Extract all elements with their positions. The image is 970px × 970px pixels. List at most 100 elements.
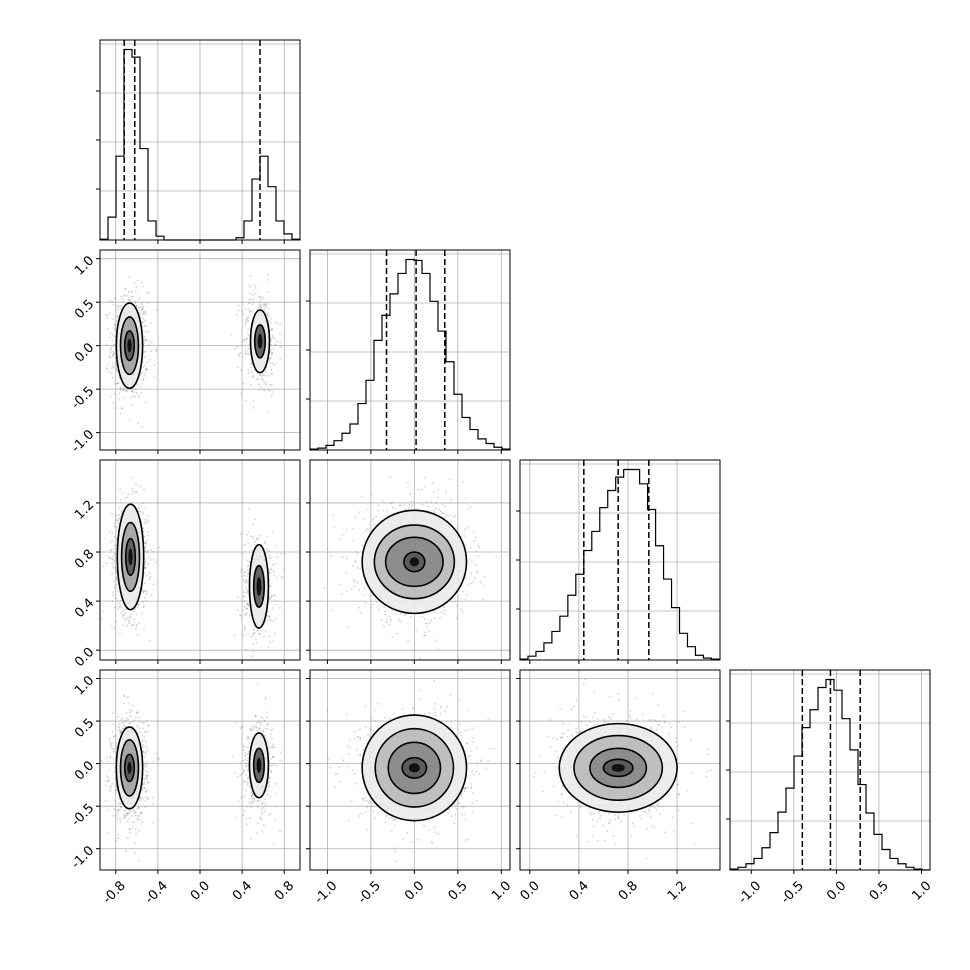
scatter-point	[121, 407, 123, 410]
density-peak-1	[256, 757, 262, 773]
scatter-point	[423, 485, 426, 488]
scatter-point	[131, 624, 133, 627]
scatter-point	[247, 316, 250, 319]
scatter-point	[132, 808, 135, 810]
scatter-point	[122, 389, 125, 392]
scatter-point	[129, 617, 132, 620]
scatter-point	[245, 762, 248, 765]
scatter-point	[105, 757, 108, 760]
scatter-point	[272, 743, 274, 746]
scatter-point	[130, 810, 133, 812]
scatter-point	[465, 497, 468, 500]
scatter-point	[135, 625, 138, 627]
scatter-point	[107, 364, 110, 366]
scatter-point	[271, 372, 274, 375]
scatter-point	[146, 551, 148, 554]
scatter-point	[130, 614, 132, 616]
scatter-point	[136, 422, 139, 425]
scatter-point	[275, 340, 278, 343]
scatter-point	[245, 607, 248, 610]
scatter-point	[145, 542, 148, 545]
scatter-point	[152, 760, 155, 763]
scatter-point	[359, 736, 362, 739]
scatter-point	[109, 372, 112, 375]
scatter-point	[111, 730, 114, 733]
scatter-point	[137, 814, 140, 817]
scatter-point	[147, 531, 149, 533]
scatter-point	[247, 372, 250, 374]
scatter-point	[251, 655, 253, 657]
scatter-point	[276, 556, 278, 558]
scatter-point	[268, 557, 270, 559]
scatter-point	[433, 509, 435, 512]
scatter-point	[236, 608, 239, 611]
scatter-point	[155, 560, 158, 563]
scatter-point	[247, 603, 250, 606]
scatter-point	[119, 817, 121, 820]
scatter-point	[407, 481, 409, 484]
scatter-point	[255, 537, 258, 539]
scatter-point	[246, 591, 248, 594]
scatter-point	[136, 724, 139, 727]
density-panel-p1-p2	[99, 249, 301, 451]
scatter-point	[256, 377, 259, 380]
scatter-point	[120, 509, 123, 512]
scatter-point	[255, 638, 257, 641]
scatter-point	[241, 310, 243, 312]
scatter-point	[251, 549, 254, 552]
scatter-point	[268, 615, 271, 618]
scatter-point	[139, 813, 142, 815]
scatter-point	[264, 306, 267, 309]
scatter-point	[245, 613, 248, 616]
scatter-point	[399, 620, 402, 623]
scatter-point	[351, 527, 354, 530]
scatter-point	[267, 291, 269, 293]
scatter-point	[409, 616, 412, 618]
scatter-point	[243, 770, 245, 773]
scatter-point	[114, 734, 116, 737]
scatter-point	[358, 754, 361, 756]
scatter-point	[429, 621, 431, 624]
scatter-point	[247, 781, 249, 784]
scatter-point	[122, 724, 125, 727]
scatter-point	[418, 488, 420, 491]
scatter-point	[129, 709, 131, 711]
scatter-point	[463, 528, 466, 531]
scatter-point	[135, 304, 138, 307]
scatter-point	[254, 540, 257, 543]
scatter-point	[272, 530, 274, 533]
scatter-point	[475, 550, 477, 553]
scatter-point	[138, 720, 141, 723]
scatter-point	[271, 335, 274, 337]
scatter-point	[147, 534, 150, 537]
scatter-point	[141, 789, 144, 792]
scatter-point	[141, 722, 144, 724]
scatter-point	[138, 731, 141, 734]
scatter-point	[273, 363, 276, 366]
scatter-point	[333, 525, 336, 528]
scatter-point	[117, 608, 119, 610]
scatter-point	[252, 728, 255, 730]
scatter-point	[256, 822, 259, 824]
scatter-point	[248, 292, 251, 295]
scatter-point	[143, 341, 146, 343]
scatter-point	[261, 802, 264, 805]
scatter-point	[113, 586, 116, 588]
scatter-point	[120, 730, 123, 733]
scatter-point	[120, 511, 123, 513]
scatter-point	[360, 812, 363, 815]
scatter-point	[242, 780, 245, 783]
scatter-point	[135, 613, 138, 616]
scatter-point	[444, 516, 446, 519]
density-panel-p2-p3	[309, 459, 511, 661]
scatter-point	[239, 614, 242, 616]
scatter-point	[357, 567, 359, 569]
scatter-point	[448, 514, 451, 517]
scatter-point	[144, 339, 146, 341]
scatter-point	[106, 809, 109, 811]
scatter-point	[239, 571, 242, 574]
scatter-point	[143, 755, 146, 758]
scatter-point	[134, 827, 137, 830]
scatter-point	[470, 750, 473, 753]
contour-line-1-1	[249, 309, 271, 374]
